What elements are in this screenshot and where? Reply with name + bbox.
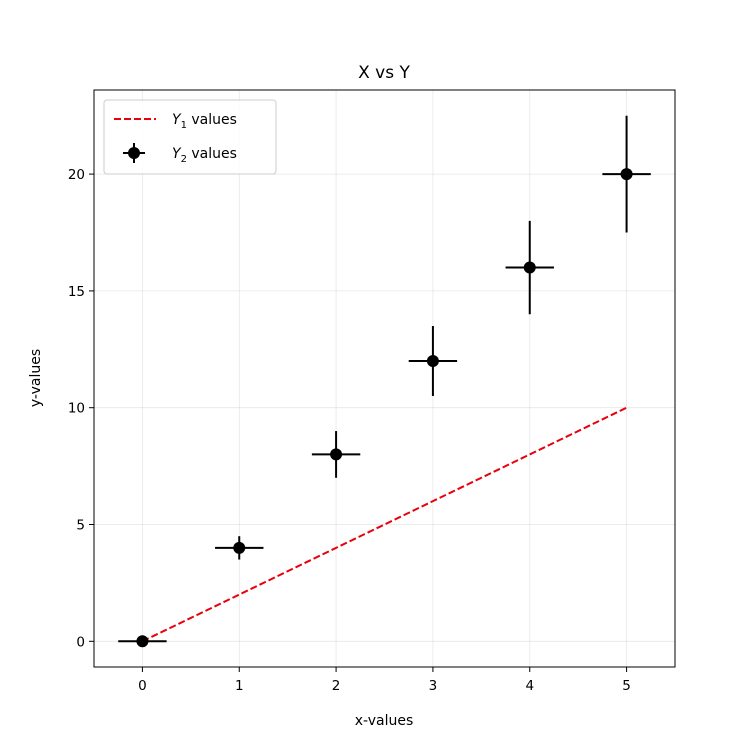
x-tick-label: 4 — [525, 678, 534, 694]
grid — [94, 90, 675, 667]
data-point — [426, 354, 439, 367]
x-tick-label: 3 — [429, 678, 438, 694]
series-y2-errorbars — [118, 115, 651, 648]
data-point — [523, 261, 536, 274]
legend: Y1 values Y2 values — [103, 99, 277, 175]
data-point — [330, 448, 343, 461]
x-tick-label: 1 — [235, 678, 244, 694]
x-tick-label: 0 — [138, 678, 147, 694]
legend-label: Y2 values — [172, 146, 237, 165]
y-tick-label: 5 — [76, 518, 85, 534]
plot-frame — [93, 89, 676, 668]
y-axis-ticks: 0 5 10 15 20 — [68, 167, 94, 650]
data-point — [233, 541, 246, 554]
y-axis-label: y-values — [28, 349, 44, 407]
y-tick-label: 10 — [68, 401, 85, 417]
data-point — [620, 168, 633, 181]
data-point — [136, 635, 149, 648]
x-tick-label: 5 — [622, 678, 631, 694]
y-tick-label: 20 — [68, 167, 85, 183]
x-tick-label: 2 — [332, 678, 341, 694]
x-axis-ticks: 0 1 2 3 4 5 — [138, 667, 631, 694]
chart-title: X vs Y — [358, 63, 410, 83]
legend-swatch-y2-marker — [128, 147, 140, 159]
y-tick-label: 0 — [76, 634, 85, 650]
legend-label: Y1 values — [172, 112, 237, 131]
y-tick-label: 15 — [68, 284, 85, 300]
x-axis-label: x-values — [355, 713, 414, 729]
